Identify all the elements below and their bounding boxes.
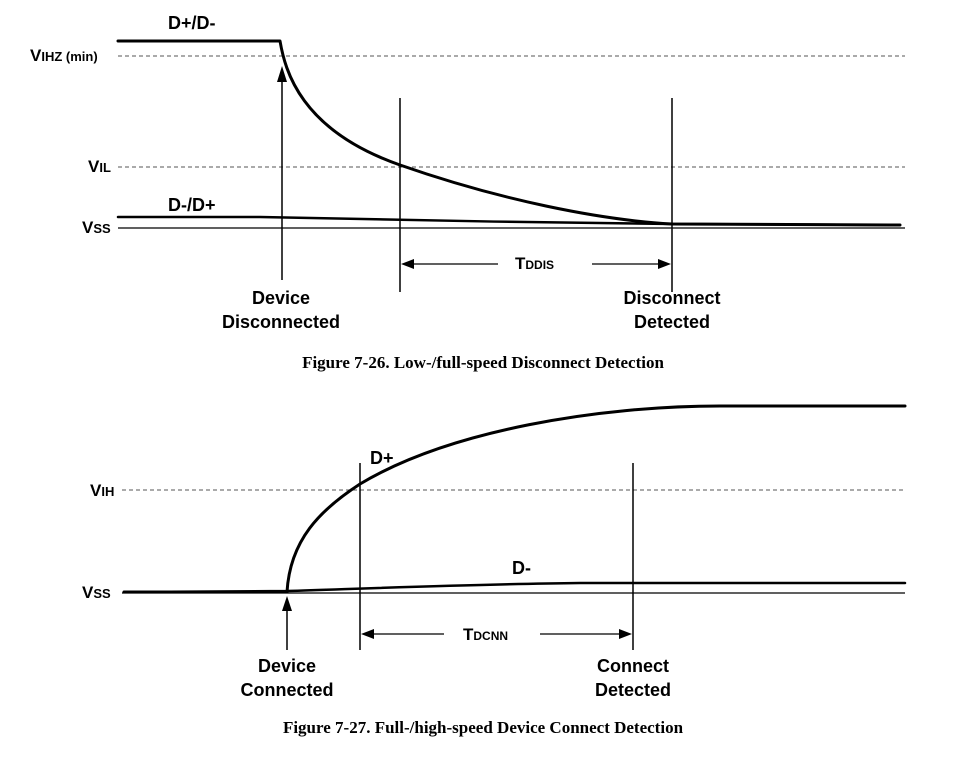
event-label-device-disconnected-line1: Device (252, 288, 310, 308)
signal-label-d-minus: D- (512, 558, 531, 578)
tddis-arrow-left-head (401, 259, 414, 269)
signal-label-d-minus-plus: D-/D+ (168, 195, 216, 215)
vss-label-2: VSS (82, 583, 111, 602)
tddis-label: TDDIS (515, 254, 554, 273)
d-plus-minus-falling-signal (116, 39, 902, 227)
tddis-arrow-right-head (658, 259, 671, 269)
d-minus-signal (122, 581, 907, 594)
figure-7-27: VIH VSS D+ D- TDCNN Device Connected Con… (82, 404, 907, 737)
vih-label: VIH (90, 481, 114, 500)
device-connected-arrowhead (282, 596, 292, 611)
signal-label-d-plus-minus: D+/D- (168, 13, 216, 33)
device-disconnected-arrowhead (277, 66, 287, 82)
figure-7-27-caption: Figure 7-27. Full-/high-speed Device Con… (283, 718, 684, 737)
event-label-device-connected-line2: Connected (240, 680, 333, 700)
signal-label-d-plus: D+ (370, 448, 394, 468)
figure-7-26-caption: Figure 7-26. Low-/full-speed Disconnect … (302, 353, 664, 372)
vil-label: VIL (88, 157, 111, 176)
tdcnn-arrow-right-head (619, 629, 632, 639)
figure-7-26: VIHZ (min) VIL VSS D+/D- D-/D+ TDDIS Dev… (30, 13, 905, 372)
event-label-disconnect-detected-line2: Detected (634, 312, 710, 332)
event-label-device-disconnected-line2: Disconnected (222, 312, 340, 332)
tdcnn-label: TDCNN (463, 625, 508, 644)
event-label-disconnect-detected-line1: Disconnect (623, 288, 720, 308)
d-minus-plus-low-signal (116, 215, 902, 227)
event-label-connect-detected-line1: Connect (597, 656, 669, 676)
event-label-connect-detected-line2: Detected (595, 680, 671, 700)
event-label-device-connected-line1: Device (258, 656, 316, 676)
tdcnn-arrow-left-head (361, 629, 374, 639)
vihz-label: VIHZ (min) (30, 46, 98, 65)
d-plus-rising-signal (122, 404, 907, 594)
vss-label: VSS (82, 218, 111, 237)
